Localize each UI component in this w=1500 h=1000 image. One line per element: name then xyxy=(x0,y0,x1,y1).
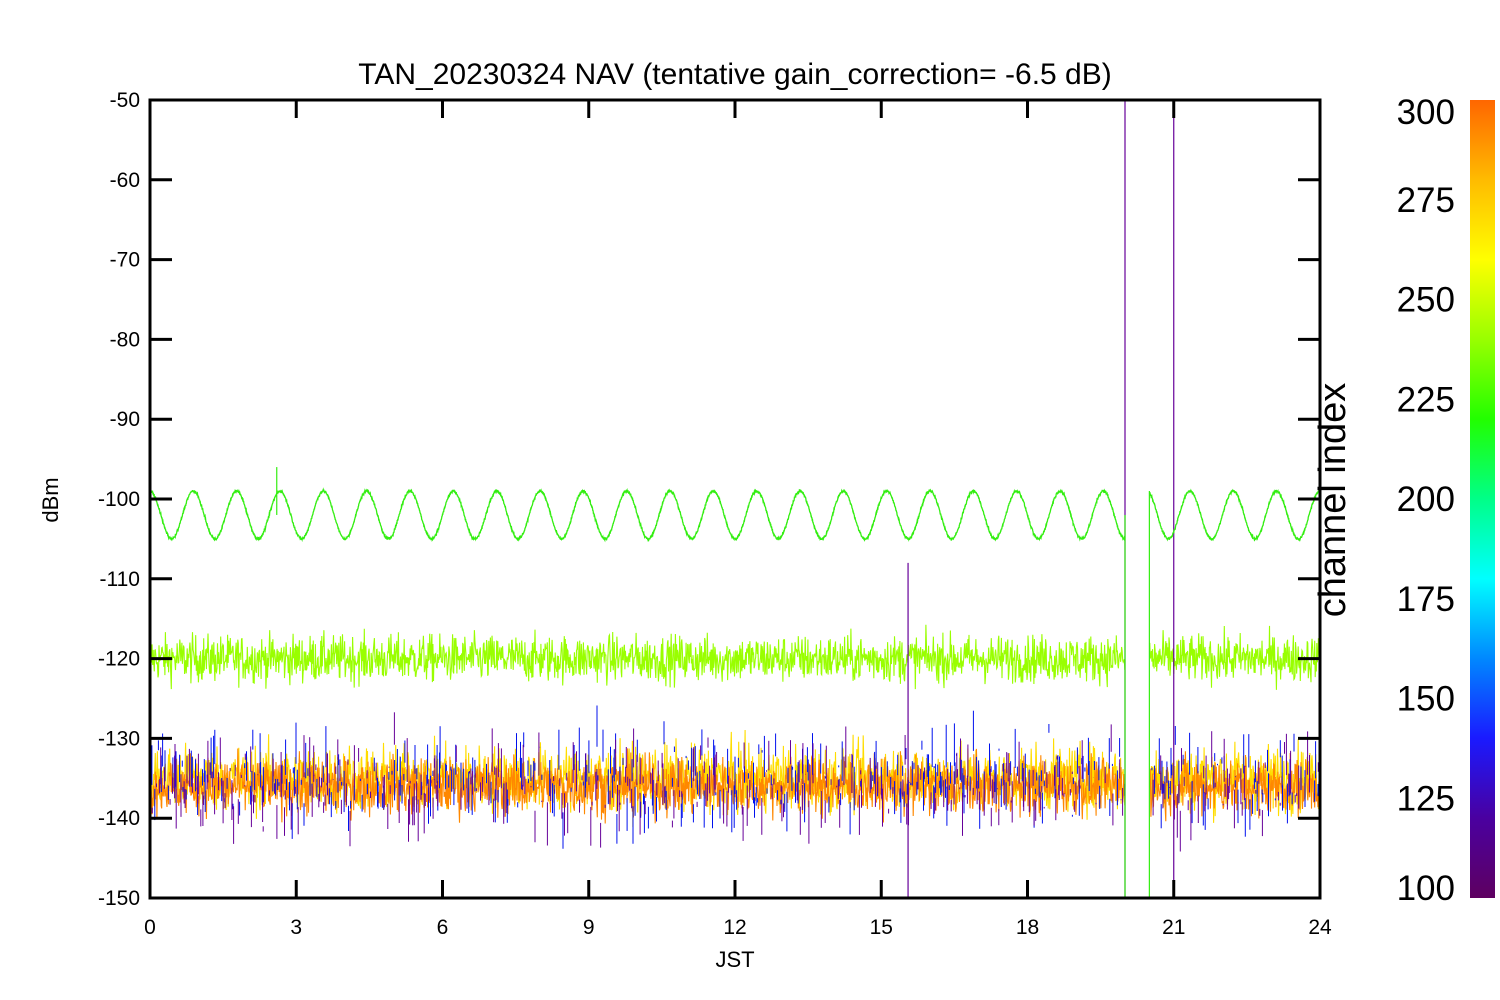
series-ch-250 xyxy=(150,467,1320,898)
colorbar xyxy=(1470,100,1495,898)
x-tick-label: 21 xyxy=(1162,916,1185,939)
colorbar-tick-label: 275 xyxy=(1397,181,1455,220)
y-tick-label: -110 xyxy=(100,568,140,591)
chart-title: TAN_20230324 NAV (tentative gain_correct… xyxy=(358,58,1112,91)
colorbar-tick-label: 125 xyxy=(1397,779,1455,818)
y-tick-label: -90 xyxy=(110,408,140,431)
y-tick-label: -70 xyxy=(110,249,140,272)
y-tick-label: -60 xyxy=(110,169,140,192)
x-tick-label: 24 xyxy=(1308,916,1332,939)
colorbar-tick-label: 225 xyxy=(1397,380,1455,419)
colorbar-tick-label: 150 xyxy=(1397,680,1455,719)
y-axis-label: dBm xyxy=(38,477,63,522)
y-tick-label: -50 xyxy=(110,89,140,112)
y-tick-label: -120 xyxy=(98,648,140,671)
x-tick-label: 3 xyxy=(290,916,302,939)
series-ch-265 xyxy=(150,624,1320,690)
y-axis: -50 -60 -70 -80 -90 -100 -110 -120 -130 -140 -150 xyxy=(98,89,1320,910)
y-tick-label: -140 xyxy=(98,807,140,830)
x-axis-label: JST xyxy=(715,947,754,972)
plot-data-area xyxy=(150,100,1320,898)
x-axis: 0 3 6 9 12 15 18 21 24 xyxy=(144,100,1332,939)
colorbar-tick-label: 300 xyxy=(1397,93,1455,132)
x-tick-label: 6 xyxy=(437,916,449,939)
y-tick-label: -100 xyxy=(98,488,140,511)
colorbar-tick-label: 100 xyxy=(1397,869,1455,908)
x-tick-label: 0 xyxy=(144,916,156,939)
colorbar-label: channel index xyxy=(1312,383,1354,618)
x-tick-label: 18 xyxy=(1016,916,1039,939)
x-tick-label: 12 xyxy=(723,916,746,939)
x-tick-label: 9 xyxy=(583,916,595,939)
colorbar-axis: 100 125 150 175 200 225 250 275 300 xyxy=(1397,93,1455,908)
y-tick-label: -150 xyxy=(98,887,140,910)
x-tick-label: 15 xyxy=(870,916,893,939)
series-line xyxy=(150,624,1320,690)
y-tick-label: -130 xyxy=(98,727,140,750)
series-line xyxy=(150,487,1320,543)
y-tick-label: -80 xyxy=(110,328,140,351)
colorbar-tick-label: 200 xyxy=(1397,480,1455,519)
colorbar-tick-label: 175 xyxy=(1397,580,1455,619)
colorbar-tick-label: 250 xyxy=(1397,281,1455,320)
series-ch-110 xyxy=(150,100,1320,898)
